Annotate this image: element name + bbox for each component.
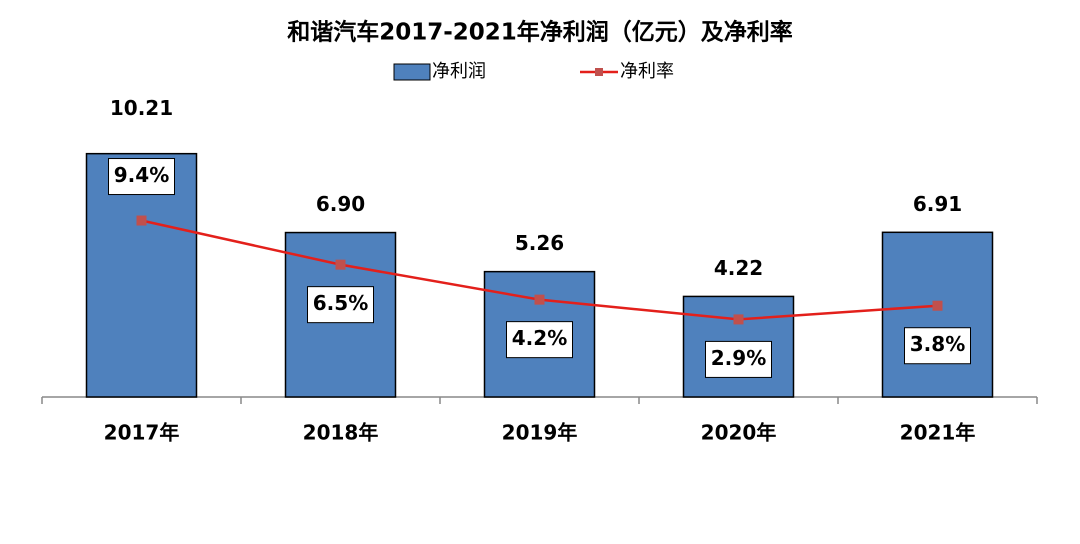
value-label-box bbox=[904, 327, 971, 365]
x-tick-label: 2019年 bbox=[502, 421, 578, 445]
legend-label: 净利润 bbox=[432, 61, 486, 82]
line-value-label: 3.8% bbox=[910, 332, 965, 356]
x-tick-label: 2018年 bbox=[303, 421, 379, 445]
point bbox=[136, 215, 147, 226]
x-tick-label: 2020年 bbox=[701, 421, 777, 445]
line-value-label: 2.9% bbox=[711, 346, 766, 370]
value-label-box bbox=[506, 321, 573, 359]
legend-label: 净利率 bbox=[620, 61, 674, 82]
bar-value-label: 10.21 bbox=[110, 96, 173, 120]
value-label-box bbox=[108, 158, 175, 196]
line-value-label: 4.2% bbox=[512, 326, 567, 350]
bar-value-label: 6.90 bbox=[316, 192, 365, 216]
bar-value-label: 4.22 bbox=[714, 256, 763, 280]
point bbox=[932, 300, 943, 311]
point bbox=[335, 259, 346, 270]
bar-value-label: 6.91 bbox=[913, 192, 962, 216]
x-tick-label: 2017年 bbox=[104, 421, 180, 445]
chart-title: 和谐汽车2017-2021年净利润（亿元）及净利率 bbox=[287, 19, 793, 46]
bar bbox=[881, 231, 994, 398]
legend-swatch bbox=[393, 63, 431, 81]
bar-value-label: 5.26 bbox=[515, 231, 564, 255]
line-value-label: 9.4% bbox=[114, 163, 169, 187]
line-value-label: 6.5% bbox=[313, 291, 368, 315]
value-label-box bbox=[307, 286, 374, 324]
point bbox=[534, 294, 545, 305]
legend-swatch bbox=[595, 68, 603, 76]
point bbox=[733, 314, 744, 325]
x-tick-label: 2021年 bbox=[900, 421, 976, 445]
value-label-box bbox=[705, 340, 772, 378]
